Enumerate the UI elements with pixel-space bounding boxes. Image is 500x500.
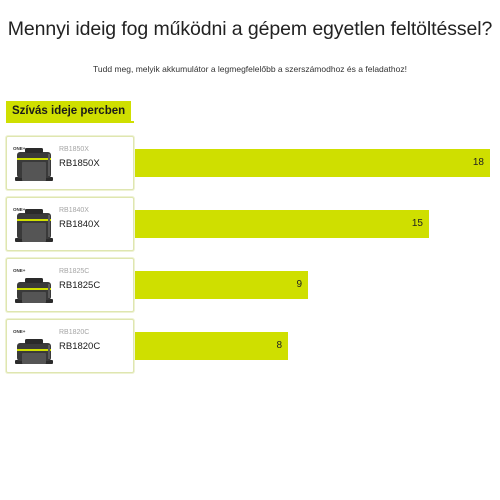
- section-label: Szívás ideje percben: [6, 101, 132, 121]
- battery-card[interactable]: ONE+ RB1850X RB1850X: [6, 136, 134, 190]
- svg-text:ONE+: ONE+: [13, 329, 26, 334]
- svg-text:ONE+: ONE+: [13, 268, 26, 273]
- battery-code: RB1840X: [59, 207, 89, 214]
- runtime-bar: 18: [126, 149, 490, 177]
- battery-pack-icon: ONE+: [13, 268, 53, 303]
- battery-code: RB1820C: [59, 329, 90, 336]
- svg-text:ONE+: ONE+: [13, 146, 26, 151]
- runtime-value: 8: [276, 340, 282, 351]
- battery-code: RB1850X: [59, 146, 89, 153]
- battery-code: RB1825C: [59, 268, 90, 275]
- battery-row: 15 ONE+ RB1840X RB1840X: [6, 197, 490, 251]
- page-title: Mennyi ideig fog működni a gépem egyetle…: [7, 18, 493, 40]
- runtime-value: 9: [296, 279, 302, 290]
- section-divider: [6, 121, 134, 123]
- battery-card[interactable]: ONE+ RB1825C RB1825C: [6, 258, 134, 312]
- battery-row: 18 ONE+ RB1850X RB1850X: [6, 136, 490, 190]
- svg-text:ONE+: ONE+: [13, 207, 26, 212]
- battery-name: RB1820C: [59, 341, 101, 352]
- battery-card[interactable]: ONE+ RB1840X RB1840X: [6, 197, 134, 251]
- runtime-bar: 9: [126, 271, 308, 299]
- battery-row: 9 ONE+ RB1825C RB1825C: [6, 258, 490, 312]
- battery-pack-icon: ONE+: [13, 146, 53, 181]
- battery-name: RB1850X: [59, 158, 100, 169]
- battery-pack-icon: ONE+: [13, 207, 53, 242]
- battery-pack-icon: ONE+: [13, 329, 53, 364]
- battery-row: 8 ONE+ RB1820C RB1820C: [6, 319, 490, 373]
- page-subtitle: Tudd meg, melyik akkumulátor a legmegfel…: [93, 64, 407, 74]
- runtime-value: 18: [472, 157, 484, 168]
- battery-card[interactable]: ONE+ RB1820C RB1820C: [6, 319, 134, 373]
- runtime-bar: 8: [126, 332, 288, 360]
- battery-name: RB1840X: [59, 219, 100, 230]
- runtime-bar: 15: [126, 210, 429, 238]
- battery-name: RB1825C: [59, 280, 101, 291]
- runtime-value: 15: [411, 218, 423, 229]
